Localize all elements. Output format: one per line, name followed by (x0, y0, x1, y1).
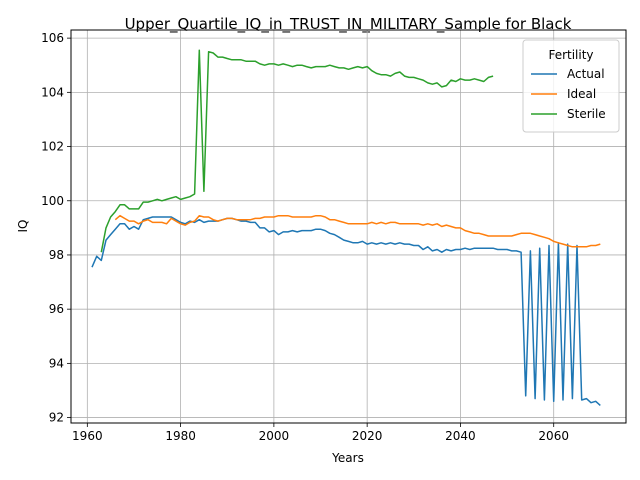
legend: Fertility Actual Ideal Sterile (522, 39, 620, 133)
legend-box (522, 39, 620, 133)
y-tick-label: 94 (49, 356, 64, 370)
legend-label-actual: Actual (567, 67, 605, 81)
y-axis-ticks: 92 94 96 98 100 102 104 106 (41, 31, 71, 425)
legend-label-ideal: Ideal (567, 87, 596, 101)
chart-title: Upper_Quartile_IQ_in_TRUST_IN_MILITARY_S… (125, 15, 572, 34)
x-tick-label: 2060 (538, 429, 569, 443)
x-tick-label: 2000 (259, 429, 290, 443)
series-line-actual (91, 216, 601, 406)
series-line-sterile (100, 49, 494, 253)
y-tick-label: 106 (41, 31, 64, 45)
x-axis-label: Years (331, 451, 364, 465)
y-tick-label: 92 (49, 411, 64, 425)
series-line-ideal (114, 214, 601, 248)
y-tick-label: 96 (49, 302, 64, 316)
series-lines (91, 49, 601, 406)
y-tick-label: 102 (41, 140, 64, 154)
x-tick-label: 2020 (352, 429, 383, 443)
y-axis-label: IQ (16, 220, 30, 233)
y-tick-label: 98 (49, 248, 64, 262)
plot-frame (70, 29, 627, 424)
legend-title: Fertility (548, 48, 593, 62)
y-tick-label: 104 (41, 85, 64, 99)
x-tick-label: 1980 (165, 429, 196, 443)
x-tick-label: 1960 (72, 429, 103, 443)
x-axis-ticks: 1960 1980 2000 2020 2040 2060 (72, 423, 569, 443)
legend-label-sterile: Sterile (567, 107, 606, 121)
y-tick-label: 100 (41, 194, 64, 208)
x-tick-label: 2040 (445, 429, 476, 443)
